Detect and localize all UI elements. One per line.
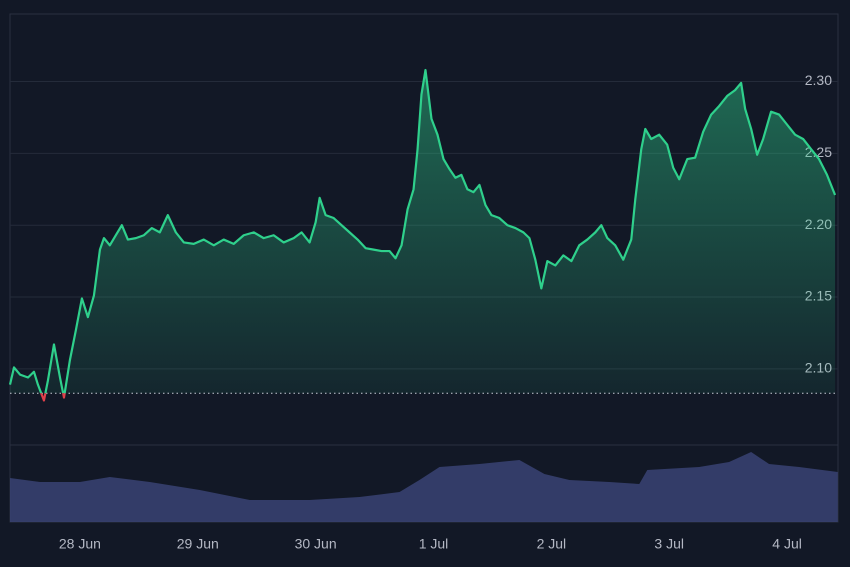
x-tick-label: 30 Jun	[295, 536, 337, 552]
y-tick-label: 2.30	[805, 72, 832, 88]
price-line	[8, 68, 837, 394]
price-area	[10, 70, 836, 394]
x-tick-label: 29 Jun	[177, 536, 219, 552]
volume-area	[10, 452, 838, 522]
x-tick-label: 1 Jul	[419, 536, 449, 552]
x-tick-label: 3 Jul	[654, 536, 684, 552]
x-tick-label: 4 Jul	[772, 536, 802, 552]
x-tick-label: 28 Jun	[59, 536, 101, 552]
x-tick-label: 2 Jul	[537, 536, 567, 552]
